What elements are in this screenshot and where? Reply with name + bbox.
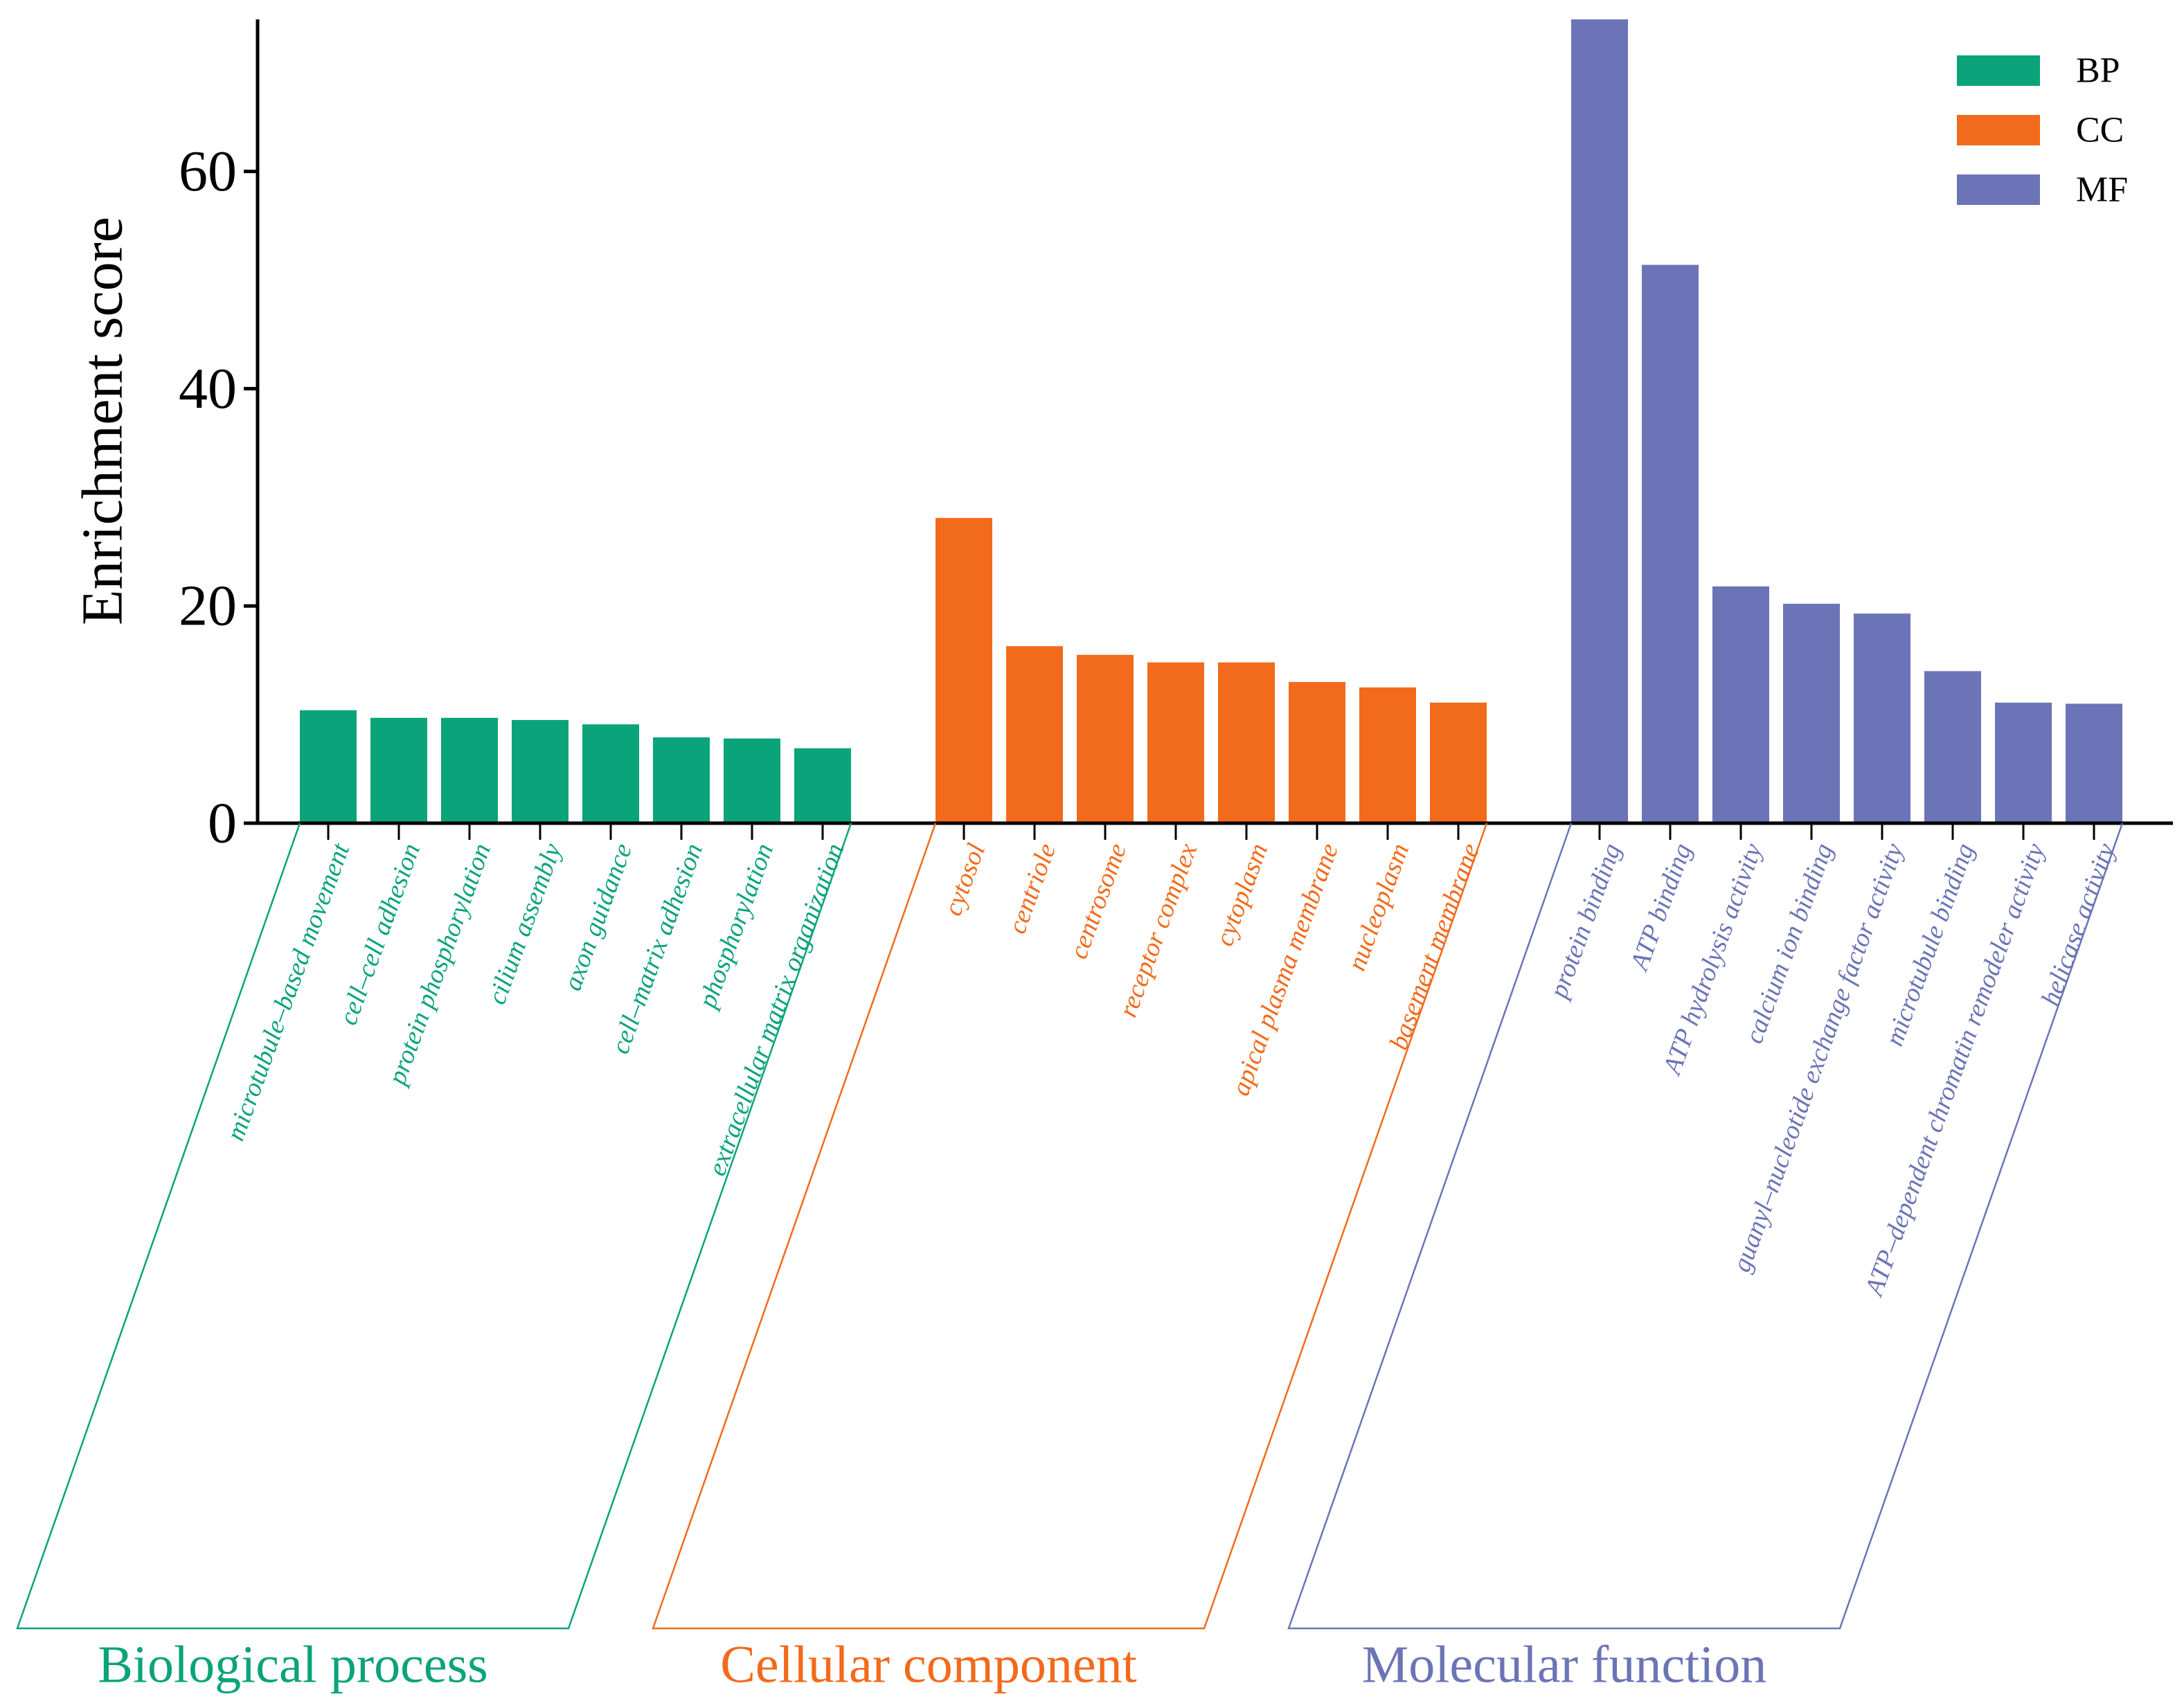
group-bracket-bp bbox=[16, 822, 852, 1630]
y-tick-label: 20 bbox=[179, 574, 237, 638]
bar-cc bbox=[1430, 702, 1487, 823]
bars-layer bbox=[300, 19, 2122, 823]
y-tick-label: 40 bbox=[179, 357, 237, 421]
bar-cc bbox=[936, 518, 992, 823]
bar-cc bbox=[1077, 654, 1134, 823]
legend-swatch-mf bbox=[1957, 174, 2040, 205]
bar-mf bbox=[1854, 613, 1910, 823]
axes-layer: 0 20 40 60 Enrichment score bbox=[71, 19, 2173, 856]
bar-mf bbox=[1995, 702, 2052, 823]
bar-bp bbox=[794, 748, 851, 823]
x-tick-label: axon guidance bbox=[558, 840, 638, 995]
x-tick-label: centriole bbox=[1003, 840, 1062, 937]
x-tick-label: ATP binding bbox=[1624, 840, 1697, 976]
x-tick-label: protein binding bbox=[1543, 840, 1627, 1004]
x-tick-label: cytosol bbox=[938, 840, 991, 920]
x-tick-label: nucleoplasm bbox=[1342, 840, 1415, 975]
bar-bp bbox=[724, 738, 780, 823]
y-tick-label: 60 bbox=[179, 139, 237, 204]
bar-mf bbox=[2066, 703, 2122, 823]
x-tick-label: phosphorylation bbox=[692, 840, 780, 1014]
group-bracket-mf bbox=[1287, 822, 2124, 1630]
group-bracket-cc bbox=[652, 822, 1488, 1630]
bar-mf bbox=[1712, 586, 1769, 823]
bar-cc bbox=[1359, 687, 1416, 823]
bar-mf bbox=[1571, 19, 1628, 823]
bar-bp bbox=[441, 717, 498, 823]
bar-cc bbox=[1006, 646, 1063, 823]
group-name-mf: Molecular function bbox=[1362, 1635, 1767, 1693]
legend: BP CC MF bbox=[1957, 51, 2128, 210]
y-axis-label: Enrichment score bbox=[71, 217, 135, 625]
group-name-cc: Cellular component bbox=[720, 1635, 1137, 1693]
group-name-bp: Biological process bbox=[98, 1635, 488, 1693]
x-tick-label: cytoplasm bbox=[1210, 840, 1273, 950]
bar-cc bbox=[1218, 662, 1275, 823]
legend-label-cc: CC bbox=[2076, 111, 2124, 150]
bar-bp bbox=[653, 737, 710, 823]
legend-label-bp: BP bbox=[2076, 51, 2120, 91]
bar-cc bbox=[1289, 682, 1345, 823]
x-tick-label: cilium assembly bbox=[482, 840, 567, 1009]
bar-mf bbox=[1783, 604, 1840, 823]
legend-swatch-bp bbox=[1957, 55, 2040, 86]
bar-bp bbox=[512, 719, 569, 823]
bar-mf bbox=[1924, 671, 1981, 823]
bar-bp bbox=[300, 710, 357, 823]
bar-mf bbox=[1642, 264, 1699, 823]
bar-bp bbox=[370, 717, 427, 823]
y-tick-label: 0 bbox=[208, 791, 237, 856]
x-tick-label: receptor complex bbox=[1113, 840, 1203, 1021]
legend-label-mf: MF bbox=[2076, 170, 2128, 210]
bar-cc bbox=[1147, 662, 1204, 823]
legend-swatch-cc bbox=[1957, 115, 2040, 145]
x-tick-label: centrosome bbox=[1064, 840, 1132, 963]
bar-bp bbox=[582, 724, 639, 823]
